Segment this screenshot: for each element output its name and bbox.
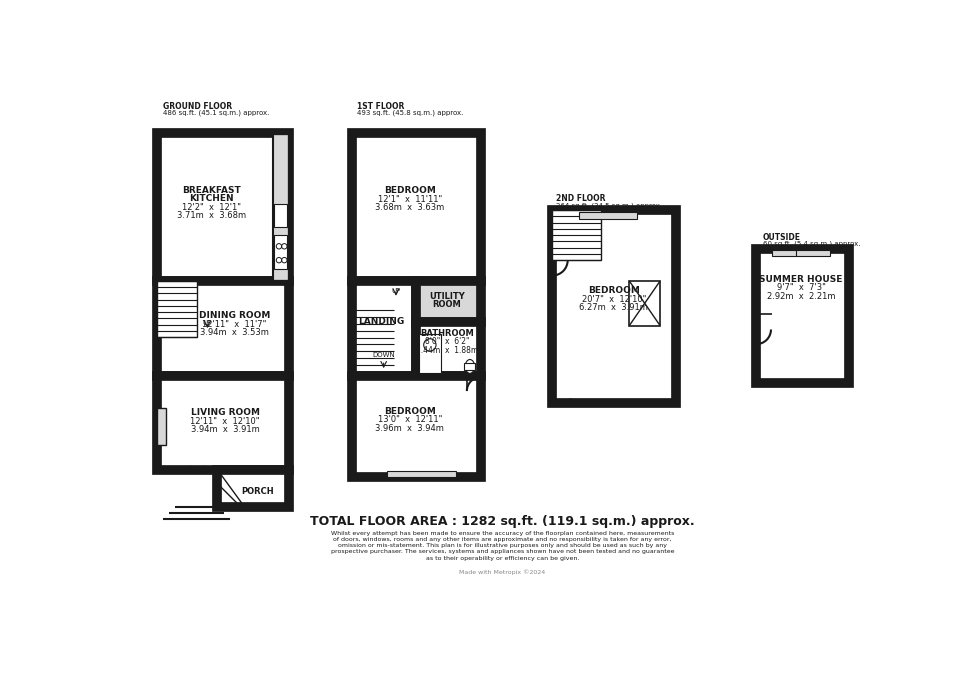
Text: ROOM: ROOM — [432, 300, 462, 310]
Text: 264 sq.ft. (24.5 sq.m.) approx.: 264 sq.ft. (24.5 sq.m.) approx. — [557, 203, 662, 209]
Text: as to their operability or efficiency can be given.: as to their operability or efficiency ca… — [425, 556, 579, 561]
Bar — [158, 376, 289, 470]
Text: 2ND FLOOR: 2ND FLOOR — [557, 194, 606, 203]
Text: BEDROOM: BEDROOM — [384, 406, 436, 416]
Text: PORCH: PORCH — [241, 487, 273, 496]
Bar — [579, 212, 637, 219]
Text: 2.92m  x  2.21m: 2.92m x 2.21m — [766, 292, 835, 301]
Text: 12'11"  x  12'10": 12'11" x 12'10" — [190, 417, 260, 425]
Text: of doors, windows, rooms and any other items are approximate and no responsibili: of doors, windows, rooms and any other i… — [333, 537, 671, 542]
Bar — [274, 204, 287, 227]
Text: GROUND FLOOR: GROUND FLOOR — [164, 102, 232, 110]
Bar — [416, 322, 481, 376]
Bar — [274, 235, 287, 269]
Text: 20'7"  x  12'10": 20'7" x 12'10" — [582, 295, 646, 304]
Ellipse shape — [466, 359, 474, 374]
Text: DOWN: DOWN — [563, 400, 585, 406]
Text: 6.27m  x  3.91m: 6.27m x 3.91m — [579, 304, 649, 312]
Text: DINING ROOM: DINING ROOM — [199, 311, 270, 320]
Text: TOTAL FLOOR AREA : 1282 sq.ft. (119.1 sq.m.) approx.: TOTAL FLOOR AREA : 1282 sq.ft. (119.1 sq… — [310, 516, 695, 528]
Bar — [387, 471, 456, 477]
Bar — [158, 281, 289, 376]
Bar — [352, 281, 416, 376]
Text: UTILITY: UTILITY — [429, 292, 465, 301]
Text: 8'0"  x  6'2": 8'0" x 6'2" — [424, 337, 469, 347]
Bar — [419, 334, 441, 373]
Text: KITCHEN: KITCHEN — [189, 194, 233, 203]
Text: UP: UP — [391, 288, 401, 294]
Text: 13'0"  x  12'11": 13'0" x 12'11" — [377, 415, 442, 424]
Bar — [464, 363, 474, 369]
Text: 486 sq.ft. (45.1 sq.m.) approx.: 486 sq.ft. (45.1 sq.m.) approx. — [164, 109, 270, 116]
Text: Whilst every attempt has been made to ensure the accuracy of the floorplan conta: Whilst every attempt has been made to en… — [330, 531, 674, 536]
Bar — [553, 210, 601, 260]
Text: BEDROOM: BEDROOM — [588, 287, 640, 295]
Bar — [272, 135, 287, 279]
Text: OUTSIDE: OUTSIDE — [762, 233, 801, 242]
Text: Made with Metropix ©2024: Made with Metropix ©2024 — [459, 569, 546, 575]
Bar — [416, 281, 481, 322]
Text: BREAKFAST: BREAKFAST — [182, 186, 240, 195]
Text: omission or mis-statement. This plan is for illustrative purposes only and shoul: omission or mis-statement. This plan is … — [338, 543, 666, 548]
Text: DOWN: DOWN — [372, 352, 395, 358]
Bar — [352, 133, 481, 281]
Bar — [757, 248, 849, 384]
Text: LIVING ROOM: LIVING ROOM — [190, 408, 260, 417]
Text: 3.71m  x  3.68m: 3.71m x 3.68m — [176, 211, 246, 220]
Text: BATHROOM: BATHROOM — [420, 329, 473, 338]
Text: 3.68m  x  3.63m: 3.68m x 3.63m — [375, 203, 445, 212]
Text: SUMMER HOUSE: SUMMER HOUSE — [760, 275, 843, 284]
Text: 60 sq.ft. (5.4 sq.m.) approx.: 60 sq.ft. (5.4 sq.m.) approx. — [762, 241, 860, 247]
Bar — [629, 281, 661, 326]
Bar — [772, 250, 829, 256]
Text: 12'11"  x  11'7": 12'11" x 11'7" — [202, 320, 267, 328]
Text: 3.94m  x  3.91m: 3.94m x 3.91m — [191, 425, 260, 434]
Text: 493 sq.ft. (45.8 sq.m.) approx.: 493 sq.ft. (45.8 sq.m.) approx. — [358, 109, 464, 116]
Bar — [352, 376, 481, 477]
Bar — [158, 133, 289, 281]
Text: BEDROOM: BEDROOM — [384, 186, 436, 195]
Text: LANDING: LANDING — [359, 317, 405, 326]
Text: 9'7"  x  7'3": 9'7" x 7'3" — [776, 283, 825, 292]
Text: 2.44m  x  1.88m: 2.44m x 1.88m — [416, 346, 478, 355]
Text: prospective purchaser. The services, systems and appliances shown have not been : prospective purchaser. The services, sys… — [330, 549, 674, 555]
Bar — [157, 408, 166, 445]
Text: 3.94m  x  3.53m: 3.94m x 3.53m — [200, 328, 269, 337]
Text: 3.96m  x  3.94m: 3.96m x 3.94m — [375, 423, 444, 433]
Text: 1ST FLOOR: 1ST FLOOR — [358, 102, 405, 110]
Text: 12'1"  x  11'11": 12'1" x 11'11" — [377, 195, 442, 204]
Text: UP: UP — [203, 320, 212, 326]
Text: 12'2"  x  12'1": 12'2" x 12'1" — [181, 203, 241, 212]
Bar — [553, 210, 675, 402]
Bar — [218, 470, 289, 507]
Bar — [158, 281, 197, 337]
